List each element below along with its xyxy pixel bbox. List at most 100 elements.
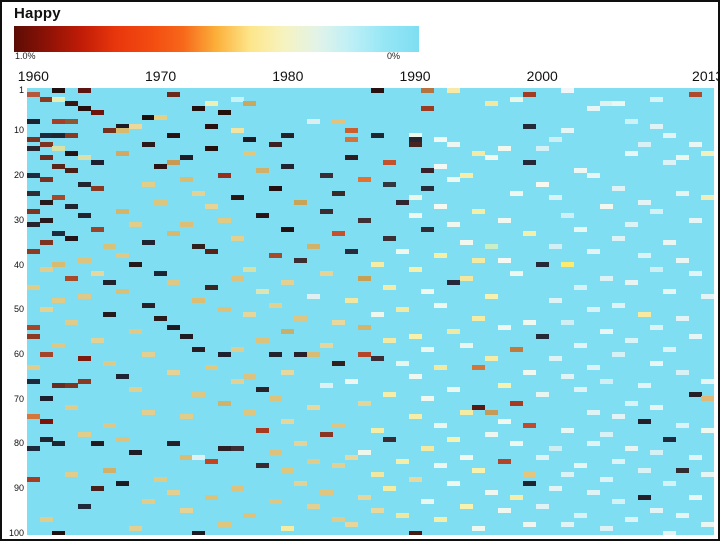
heatmap-cell xyxy=(27,365,40,371)
heatmap-cell xyxy=(701,472,714,478)
heatmap-cell xyxy=(624,222,638,228)
heatmap-cell xyxy=(421,226,435,232)
heatmap-cell xyxy=(192,244,206,250)
heatmap-cell xyxy=(39,217,53,223)
heatmap-cell xyxy=(281,526,295,532)
heatmap-cell xyxy=(586,172,600,178)
heatmap-cell xyxy=(586,409,600,415)
heatmap-cell xyxy=(52,231,66,237)
heatmap-cell xyxy=(548,244,562,250)
heatmap-cell xyxy=(192,190,206,196)
heatmap-cell xyxy=(306,503,320,509)
heatmap-cell xyxy=(485,101,498,107)
heatmap-cell xyxy=(256,168,269,174)
heatmap-cell xyxy=(332,190,346,196)
heatmap-cell xyxy=(688,391,702,397)
heatmap-cell xyxy=(77,155,91,161)
heatmap-cell xyxy=(179,155,193,161)
heatmap-cell xyxy=(586,105,600,111)
heatmap-cell xyxy=(306,405,320,411)
heatmap-cell xyxy=(39,141,53,147)
heatmap-cell xyxy=(345,521,359,527)
heatmap-cell xyxy=(77,356,91,362)
heatmap-cell xyxy=(39,307,53,313)
heatmap-cell xyxy=(523,92,537,98)
heatmap-cell xyxy=(688,217,702,223)
heatmap-cell xyxy=(421,499,435,505)
heatmap-cell xyxy=(650,360,664,366)
heatmap-cell xyxy=(421,168,435,174)
heatmap-cell xyxy=(166,92,180,98)
heatmap-cell xyxy=(561,88,575,93)
heatmap-cell xyxy=(357,400,371,406)
heatmap-cell xyxy=(523,231,537,237)
heatmap-cell xyxy=(510,271,524,277)
heatmap-cell xyxy=(675,423,689,429)
heatmap-cell xyxy=(485,244,498,250)
heatmap-cell xyxy=(103,311,117,317)
heatmap-cell xyxy=(243,374,257,380)
heatmap-cell xyxy=(65,320,79,326)
heatmap-cell xyxy=(548,195,562,201)
heatmap-cell xyxy=(77,293,91,299)
heatmap-cell xyxy=(128,262,142,268)
heatmap-cell xyxy=(370,472,384,478)
heatmap-cell xyxy=(154,199,168,205)
heatmap-cell xyxy=(675,190,689,196)
heatmap-cell xyxy=(281,226,295,232)
y-axis-tick: 40 xyxy=(13,259,24,270)
heatmap-cell xyxy=(663,481,677,487)
heatmap-cell xyxy=(574,342,588,348)
heatmap-cell xyxy=(395,512,409,518)
heatmap-cell xyxy=(561,128,575,134)
heatmap-cell xyxy=(395,307,409,313)
heatmap-cell xyxy=(27,284,40,290)
heatmap-cell xyxy=(39,436,53,442)
heatmap-cell xyxy=(624,445,638,451)
heatmap-cell xyxy=(268,141,282,147)
heatmap-cell xyxy=(472,257,486,263)
heatmap-cell xyxy=(510,441,524,447)
heatmap-cell xyxy=(408,141,422,147)
heatmap-cell xyxy=(370,262,384,268)
heatmap-cell xyxy=(205,123,219,129)
heatmap-cell xyxy=(128,450,142,456)
heatmap-cell xyxy=(421,105,435,111)
heatmap-cell xyxy=(434,423,448,429)
y-axis-tick: 20 xyxy=(13,170,24,181)
heatmap-cell xyxy=(345,128,359,134)
heatmap-cell xyxy=(612,499,626,505)
heatmap-cell xyxy=(268,499,282,505)
heatmap-cell xyxy=(39,517,53,523)
heatmap-cell xyxy=(230,235,244,241)
heatmap-cell xyxy=(141,114,155,120)
y-axis-tick: 30 xyxy=(13,214,24,225)
heatmap-cell xyxy=(650,123,664,129)
heatmap-cell xyxy=(243,101,257,107)
heatmap-cell xyxy=(574,463,588,469)
heatmap-cell xyxy=(65,472,79,478)
heatmap-cell xyxy=(345,155,359,161)
heatmap-cell xyxy=(485,490,498,496)
heatmap-cell xyxy=(52,163,66,169)
heatmap-cell xyxy=(446,222,460,228)
heatmap-cell xyxy=(535,333,549,339)
heatmap-cell xyxy=(52,146,66,152)
colorbar xyxy=(14,26,419,52)
heatmap-cell xyxy=(243,137,257,143)
heatmap-cell xyxy=(39,266,53,272)
heatmap-cell xyxy=(434,517,448,523)
heatmap-cell xyxy=(154,315,168,321)
heatmap-cell xyxy=(281,329,295,335)
heatmap-cell xyxy=(116,150,130,156)
heatmap-cell xyxy=(294,481,308,487)
heatmap-cell xyxy=(408,137,422,143)
heatmap-cell xyxy=(408,374,422,380)
heatmap-cell xyxy=(230,128,244,134)
heatmap-cell xyxy=(39,396,53,402)
heatmap-cell xyxy=(27,248,40,254)
heatmap-cell xyxy=(103,467,117,473)
heatmap-cell xyxy=(141,141,155,147)
heatmap-cell xyxy=(39,351,53,357)
heatmap-cell xyxy=(268,450,282,456)
